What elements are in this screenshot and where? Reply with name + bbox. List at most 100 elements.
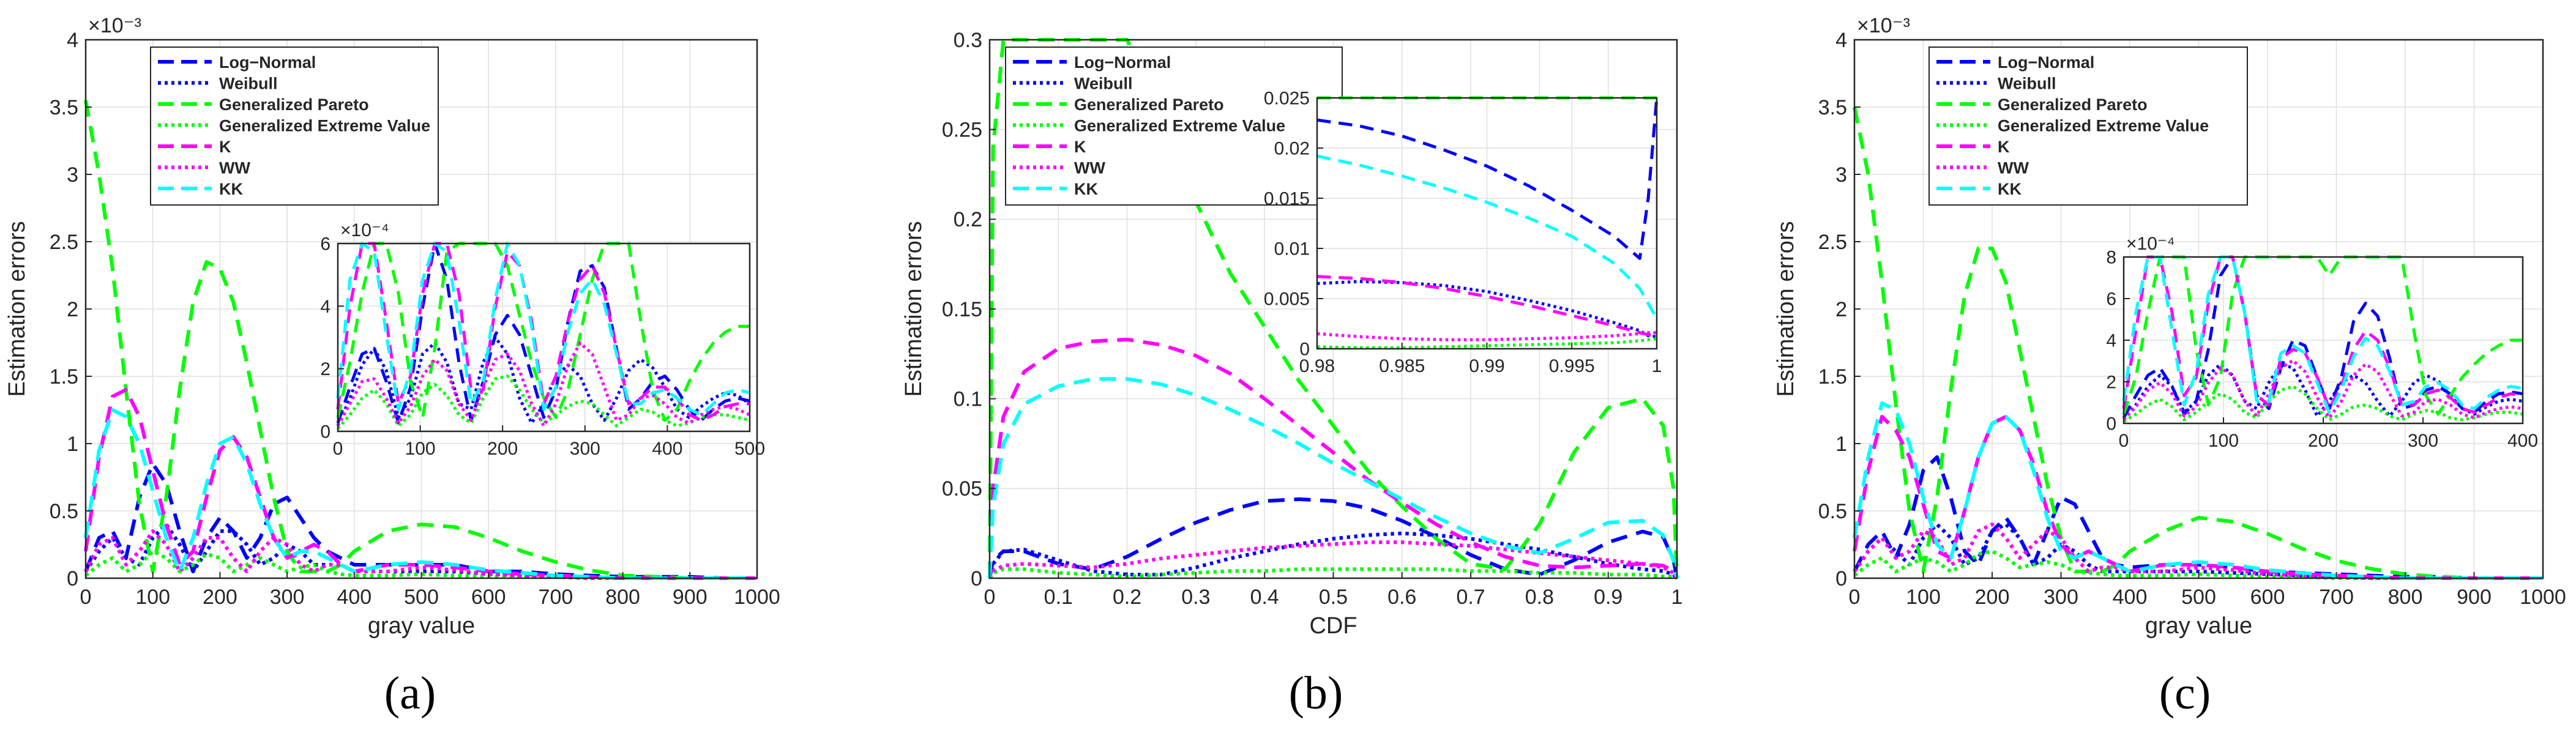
chart-c-y-axis-label: Estimation errors: [1773, 221, 1799, 396]
chart-c-series-generalized-extreme-value: [1853, 549, 2543, 580]
chart-b-series-ww: [988, 540, 1679, 579]
chart-b-legend-label-generalized-pareto: Generalized Pareto: [1074, 95, 1224, 114]
chart-b-inset-x-tick-label: 1: [1652, 356, 1662, 376]
chart-b-inset-y-tick-label: 0: [1299, 340, 1310, 360]
chart-a-legend-label-weibull: Weibull: [219, 75, 278, 93]
chart-c-x-tick-label: 1000: [2520, 586, 2566, 609]
chart-c-x-tick-label: 800: [2388, 586, 2423, 609]
chart-a-x-tick-label: 800: [605, 586, 640, 609]
chart-b-inset-y-tick-label: 0.01: [1274, 239, 1310, 259]
chart-a-x-tick-label: 1000: [734, 586, 780, 609]
chart-b-inset-y-tick-label: 0.02: [1274, 139, 1310, 159]
chart-c-inset-y-tick-label: 4: [2106, 331, 2116, 351]
chart-c-x-tick-label: 300: [2044, 586, 2078, 609]
chart-b-inset-series-ww: [1316, 331, 1657, 341]
chart-b-x-tick-label: 0.1: [1044, 586, 1073, 609]
chart-c-x-tick-label: 600: [2250, 586, 2285, 609]
chart-c-legend-box: [1928, 47, 2248, 206]
chart-c-inset: 0 100 200 300 400 0 2 4 6 8 ×10⁻⁴: [2106, 234, 2538, 451]
chart-a-x-tick-label: 100: [135, 586, 170, 609]
chart-a-series-k: [84, 388, 757, 580]
chart-c-y-tick-label: 1.5: [1818, 365, 1847, 389]
chart-a-series-kk: [84, 408, 757, 580]
chart-c-series-ww: [1853, 523, 2543, 580]
chart-c-inset-x-tick-label: 300: [2408, 431, 2438, 451]
chart-b-legend-label-ww: WW: [1074, 159, 1105, 177]
chart-a-inset-axes-frame: [337, 242, 751, 433]
chart-c-inset-x-tick-label: 0: [2119, 431, 2129, 451]
chart-a-inset-x-tick-label: 0: [333, 439, 343, 459]
chart-a-legend-label-generalized-extreme-value: Generalized Extreme Value: [219, 117, 430, 135]
chart-b-series-kk: [988, 377, 1679, 579]
chart-b-x-tick-label: 0.9: [1594, 586, 1622, 609]
chart-a-inset-x-tick-label: 300: [570, 439, 600, 459]
chart-b-x-tick-label: 0.6: [1387, 586, 1416, 609]
chart-c-y-tick-label: 0.5: [1818, 500, 1847, 523]
panel-label-a: (a): [384, 668, 436, 719]
chart-b-inset-series-log-normal: [1316, 97, 1659, 260]
chart-b-series-group: [988, 38, 1679, 580]
chart-b-inset-x-tick-label: 0.98: [1299, 356, 1335, 376]
chart-c-series-kk: [1853, 401, 2543, 580]
chart-a-x-tick-label: 400: [337, 586, 371, 609]
chart-b-x-tick-label: 0.2: [1113, 586, 1141, 609]
chart-b-series-generalized-pareto: [988, 38, 1679, 579]
chart-c-inset-series-generalized-extreme-value: [2122, 385, 2523, 423]
chart-b-inset-x-tick-label: 0.99: [1469, 356, 1504, 376]
chart-c-inset-y-exponent: ×10⁻⁴: [2126, 234, 2175, 254]
chart-a-y-tick-label: 2: [67, 298, 78, 321]
chart-a-inset-y-tick-label: 0: [320, 422, 330, 442]
chart-b-legend-label-k: K: [1074, 138, 1086, 156]
chart-c-series-group: [1853, 106, 2543, 580]
chart-c-x-tick-label: 200: [1975, 586, 2010, 609]
chart-a-inset-series-log-normal: [336, 242, 750, 425]
chart-a-inset-y-tick-label: 4: [320, 297, 330, 317]
chart-b-y-tick-label: 0.15: [942, 298, 982, 321]
chart-a-x-tick-label: 500: [404, 586, 439, 609]
chart-a-y-tick-label: 0: [67, 567, 78, 590]
chart-b-legend-label-log-normal: Log−Normal: [1074, 53, 1171, 72]
chart-a-y-tick-label: 1: [67, 433, 78, 456]
chart-c-legend-label-log-normal: Log−Normal: [1998, 53, 2094, 72]
chart-a-x-tick-label: 200: [203, 586, 237, 609]
chart-c-y-tick-label: 1: [1835, 433, 1847, 456]
chart-a-legend-label-generalized-pareto: Generalized Pareto: [219, 95, 369, 114]
chart-a-y-tick-label: 2.5: [50, 231, 78, 254]
chart-b-x-tick-label: 0: [984, 586, 996, 609]
chart-c-x-tick-label: 700: [2319, 586, 2354, 609]
chart-b-inset-x-tick-label: 0.995: [1549, 356, 1595, 376]
chart-a-x-tick-label: 700: [539, 586, 573, 609]
chart-panel-c: 0 100 200 300 400 500 600 700 800 900 100000.511.5…: [1773, 14, 2566, 639]
chart-b-y-tick-label: 0.25: [942, 119, 982, 142]
chart-a-x-tick-label: 300: [270, 586, 305, 609]
chart-a-inset-x-tick-label: 400: [652, 439, 682, 459]
chart-a-inset-series-kk: [336, 242, 750, 417]
chart-a-inset-x-tick-label: 200: [487, 439, 518, 459]
chart-b-y-tick-label: 0.1: [954, 388, 982, 411]
panel-label-b: (b): [1289, 668, 1343, 719]
chart-c-x-tick-label: 400: [2113, 586, 2148, 609]
chart-a-inset-series-ww: [336, 341, 751, 428]
chart-b-series-k: [988, 337, 1679, 579]
chart-b-y-axis-label: Estimation errors: [901, 221, 927, 396]
chart-c-legend-label-generalized-extreme-value: Generalized Extreme Value: [1998, 117, 2209, 135]
chart-c-x-axis-label: gray value: [2145, 613, 2252, 639]
chart-a-y-tick-label: 0.5: [50, 500, 78, 523]
chart-b-y-tick-label: 0.05: [942, 477, 982, 500]
chart-c-legend-label-ww: WW: [1998, 159, 2029, 177]
chart-c-y-tick-label: 4: [1835, 29, 1847, 52]
chart-a-x-axis-label: gray value: [368, 613, 475, 639]
chart-c-y-tick-label: 3: [1835, 163, 1847, 187]
chart-b-inset-series-generalized-extreme-value: [1316, 337, 1657, 349]
chart-c-inset-y-tick-label: 8: [2106, 248, 2116, 268]
chart-a-inset-x-tick-label: 100: [405, 439, 436, 459]
chart-a-inset-series-generalized-extreme-value: [337, 374, 750, 430]
chart-c-series-log-normal: [1853, 455, 2543, 580]
chart-a-legend-label-k: K: [219, 138, 231, 156]
chart-b-legend-label-kk: KK: [1074, 180, 1098, 198]
chart-c-y-tick-label: 3.5: [1818, 96, 1847, 119]
chart-a-legend-label-ww: WW: [219, 159, 250, 177]
chart-c-inset-series-group: [2122, 255, 2523, 423]
chart-c-inset-series-kk: [2122, 255, 2523, 414]
